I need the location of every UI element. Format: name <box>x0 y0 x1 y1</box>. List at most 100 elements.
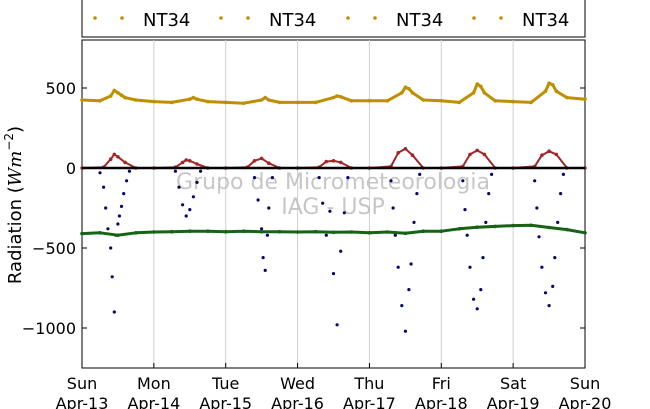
data-point <box>112 152 117 157</box>
data-point <box>439 229 444 233</box>
x-tick-day-1: Mon <box>137 374 171 393</box>
data-point <box>407 288 411 292</box>
y-axis-label: Radiation (Wm−2) <box>2 126 26 284</box>
data-point <box>177 185 181 189</box>
data-point <box>241 101 246 105</box>
data-point <box>259 98 264 102</box>
legend-marker-b <box>499 16 503 20</box>
data-point <box>98 171 102 175</box>
data-point <box>206 99 210 104</box>
data-point <box>338 95 343 99</box>
data-point <box>535 206 539 210</box>
data-point <box>400 91 404 95</box>
legend-marker-b <box>373 16 377 20</box>
data-point <box>223 229 228 234</box>
data-point <box>122 192 126 196</box>
data-point <box>335 323 339 327</box>
data-point <box>565 227 569 232</box>
data-point <box>385 230 390 234</box>
legend-marker-b <box>120 16 124 20</box>
legend-marker-a <box>93 16 97 20</box>
data-point <box>295 230 300 234</box>
data-point <box>277 100 282 105</box>
y-axis-label-close: ) <box>5 126 26 133</box>
data-point <box>134 231 138 235</box>
data-point <box>403 231 408 236</box>
data-point <box>104 206 108 210</box>
data-point <box>188 208 192 212</box>
data-point <box>471 91 476 95</box>
data-point <box>561 172 566 176</box>
data-point <box>267 206 271 210</box>
data-point <box>551 284 555 288</box>
data-point <box>547 225 551 230</box>
data-point <box>565 95 569 100</box>
data-point <box>328 209 332 213</box>
data-point <box>313 229 318 234</box>
data-point <box>170 229 174 234</box>
data-point <box>490 172 494 176</box>
data-point <box>415 192 419 196</box>
data-point <box>80 231 84 236</box>
data-point <box>421 98 426 102</box>
data-point <box>342 211 346 215</box>
data-point <box>195 162 199 166</box>
data-point <box>439 99 444 103</box>
data-point <box>117 214 121 218</box>
data-point <box>116 222 120 226</box>
x-tick-day-0: Sun <box>67 374 97 393</box>
data-point <box>403 85 408 89</box>
data-point <box>195 97 199 101</box>
data-point <box>481 256 485 260</box>
data-point <box>331 95 336 100</box>
data-point <box>335 94 339 98</box>
data-point <box>400 304 404 308</box>
data-point <box>184 214 188 218</box>
data-point <box>367 231 372 235</box>
data-point <box>119 93 124 97</box>
data-point <box>484 220 488 224</box>
data-point <box>537 235 541 239</box>
data-point <box>465 233 469 237</box>
series-layer <box>80 81 587 333</box>
x-tick-date-6: Apr-19 <box>487 394 540 409</box>
data-point <box>191 95 196 100</box>
data-point <box>493 99 498 103</box>
data-point <box>553 256 557 260</box>
data-point <box>367 99 372 103</box>
data-point <box>556 220 560 224</box>
data-point <box>152 99 156 104</box>
data-point <box>463 208 467 212</box>
data-point <box>295 100 300 105</box>
x-tick-date-4: Apr-17 <box>343 394 396 409</box>
y-axis: 500 0 −500 −1000 <box>22 79 585 338</box>
data-point <box>540 153 544 157</box>
x-tick-date-3: Apr-16 <box>271 394 324 409</box>
data-point <box>112 310 116 314</box>
data-point <box>468 152 472 157</box>
data-point <box>313 100 318 105</box>
data-point <box>80 98 84 102</box>
data-point <box>389 179 393 183</box>
data-point <box>396 265 400 269</box>
data-point <box>102 185 106 189</box>
x-tick-date-5: Apr-18 <box>415 394 468 409</box>
watermark-line-2: IAG - USP <box>281 195 384 220</box>
data-point <box>487 192 491 196</box>
data-point <box>152 230 156 234</box>
data-point <box>403 147 408 151</box>
data-point <box>421 229 426 233</box>
data-point <box>418 172 422 176</box>
x-tick-day-3: Wed <box>280 374 315 393</box>
legend-marker-a <box>219 16 223 20</box>
data-point <box>543 291 548 295</box>
watermark-line-1: Grupo de Micrometeorologia <box>176 170 490 195</box>
data-point <box>116 91 120 95</box>
plot-frame <box>81 39 586 369</box>
legend-label-2: NT34 <box>396 10 443 31</box>
data-point <box>125 179 129 183</box>
x-tick-day-2: Tue <box>211 374 239 393</box>
data-point <box>180 160 185 165</box>
data-point <box>270 176 274 180</box>
